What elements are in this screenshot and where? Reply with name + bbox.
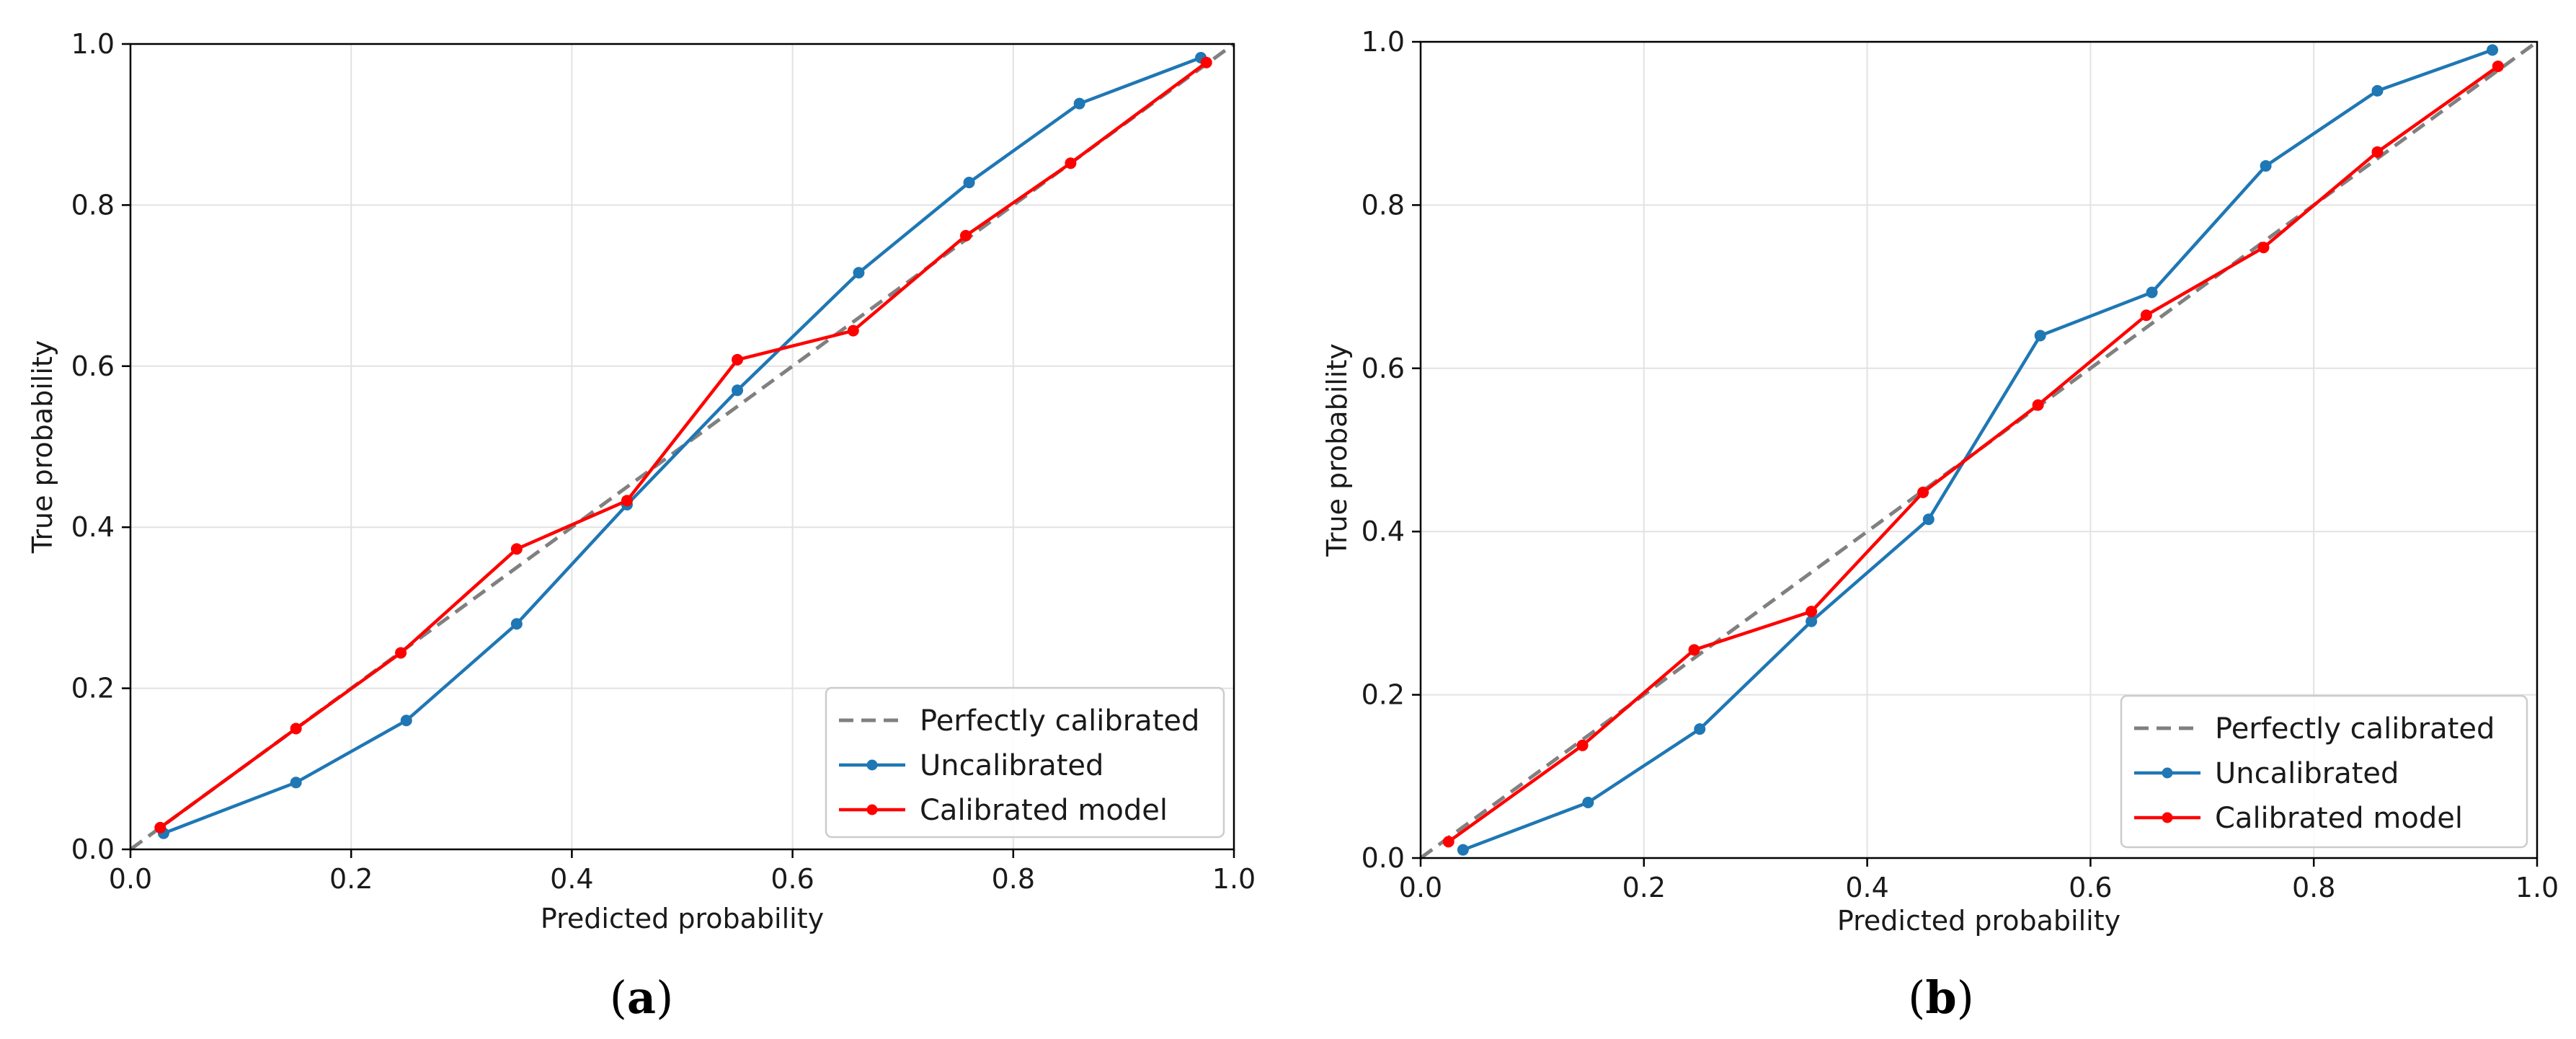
y-tick-label: 0.2 — [1362, 679, 1405, 711]
x-axis-label: Predicted probability — [1837, 905, 2120, 937]
legend-marker — [866, 804, 878, 815]
data-point-uncalibrated — [1694, 723, 1706, 735]
data-point-uncalibrated — [1457, 844, 1469, 856]
y-tick-label: 1.0 — [1362, 26, 1405, 58]
y-tick-label: 1.0 — [71, 28, 115, 60]
data-point-calibrated-model — [2257, 242, 2270, 254]
data-point-calibrated-model — [2492, 60, 2504, 72]
legend-label: Perfectly calibrated — [2215, 712, 2495, 746]
x-tick-label: 1.0 — [2515, 872, 2559, 903]
data-point-uncalibrated — [1582, 797, 1594, 809]
y-axis-label: True probability — [27, 340, 58, 554]
x-tick-label: 0.2 — [329, 863, 373, 895]
y-tick-label: 0.0 — [1362, 842, 1405, 874]
series-line-calibrated-model — [159, 61, 1208, 829]
data-point-uncalibrated — [2146, 286, 2158, 299]
y-tick-label: 0.2 — [71, 673, 115, 704]
data-point-calibrated-model — [290, 722, 302, 735]
data-point-uncalibrated — [853, 267, 865, 279]
panel-caption: (b) — [1908, 971, 1974, 1024]
series-line-calibrated-model — [1447, 65, 2500, 844]
data-point-uncalibrated — [510, 618, 523, 630]
legend-label: Calibrated model — [920, 794, 1168, 827]
x-tick-label: 0.8 — [2292, 872, 2335, 903]
y-tick-label: 0.6 — [1362, 353, 1405, 384]
x-tick-label: 0.0 — [1399, 872, 1442, 903]
data-point-calibrated-model — [154, 821, 166, 834]
data-point-uncalibrated — [2260, 160, 2272, 172]
legend-marker — [2162, 812, 2173, 823]
legend-label: Uncalibrated — [2215, 757, 2399, 790]
axes-frame — [1419, 40, 2539, 859]
series-line-uncalibrated — [163, 56, 1202, 835]
x-tick-label: 0.6 — [2069, 872, 2112, 903]
data-point-uncalibrated — [1073, 97, 1085, 110]
y-tick-label: 0.4 — [71, 511, 115, 543]
legend-label: Uncalibrated — [920, 749, 1103, 782]
y-axis-label: True probability — [1321, 343, 1353, 557]
data-point-calibrated-model — [1442, 836, 1454, 848]
series-line-uncalibrated — [1462, 48, 2493, 852]
data-point-calibrated-model — [1688, 644, 1700, 656]
axes-frame — [129, 43, 1235, 851]
data-point-uncalibrated — [400, 715, 412, 727]
legend-box — [825, 686, 1225, 839]
data-point-calibrated-model — [847, 324, 859, 337]
data-point-uncalibrated — [290, 777, 302, 789]
data-point-uncalibrated — [2487, 44, 2499, 56]
data-point-calibrated-model — [395, 647, 407, 659]
panel-caption: (a) — [610, 971, 674, 1024]
data-point-uncalibrated — [963, 177, 975, 189]
x-tick-label: 1.0 — [1212, 863, 1256, 895]
x-tick-label: 0.6 — [770, 863, 814, 895]
y-tick-label: 0.8 — [1362, 189, 1405, 221]
data-point-calibrated-model — [1200, 56, 1212, 68]
series-line-perfectly-calibrated — [1419, 40, 2539, 860]
x-tick-label: 0.0 — [109, 863, 152, 895]
y-tick-label: 0.6 — [71, 350, 115, 382]
data-point-calibrated-model — [621, 495, 633, 507]
data-point-calibrated-model — [1576, 739, 1589, 751]
x-tick-label: 0.8 — [992, 863, 1035, 895]
data-point-uncalibrated — [2034, 330, 2046, 342]
data-point-calibrated-model — [2032, 399, 2044, 411]
y-tick-label: 0.4 — [1362, 516, 1405, 547]
x-tick-label: 0.4 — [550, 863, 593, 895]
x-tick-label: 0.4 — [1845, 872, 1888, 903]
chart-panel-a: 0.0 0.2 0.4 0.6 0.8 1.0 0.0 0.2 0.4 0.6 0.8 1.0 Pred… — [27, 28, 1256, 1024]
chart-panel-b: 0.0 0.2 0.4 0.6 0.8 1.0 0.0 0.2 0.4 0.6 0.8 1.0 Pred… — [1321, 26, 2559, 1024]
y-tick-label: 0.8 — [71, 189, 115, 221]
legend-box — [2120, 694, 2528, 849]
legend-marker — [866, 759, 878, 771]
data-point-calibrated-model — [1917, 486, 1929, 498]
data-point-uncalibrated — [732, 384, 744, 397]
data-point-uncalibrated — [1922, 513, 1935, 526]
data-point-calibrated-model — [959, 229, 972, 242]
legend-marker — [2162, 767, 2173, 779]
y-tick-label: 0.0 — [71, 834, 115, 865]
data-point-calibrated-model — [2371, 146, 2384, 158]
legend-label: Perfectly calibrated — [920, 704, 1199, 738]
x-tick-label: 0.2 — [1622, 872, 1666, 903]
data-point-uncalibrated — [2371, 84, 2384, 97]
data-point-uncalibrated — [1806, 615, 1818, 627]
x-axis-label: Predicted probability — [541, 903, 824, 934]
data-point-calibrated-model — [1065, 157, 1077, 169]
data-point-calibrated-model — [1806, 606, 1818, 618]
data-point-calibrated-model — [2140, 309, 2152, 322]
data-point-calibrated-model — [732, 353, 744, 366]
data-point-calibrated-model — [510, 543, 523, 555]
legend-label: Calibrated model — [2215, 802, 2463, 835]
